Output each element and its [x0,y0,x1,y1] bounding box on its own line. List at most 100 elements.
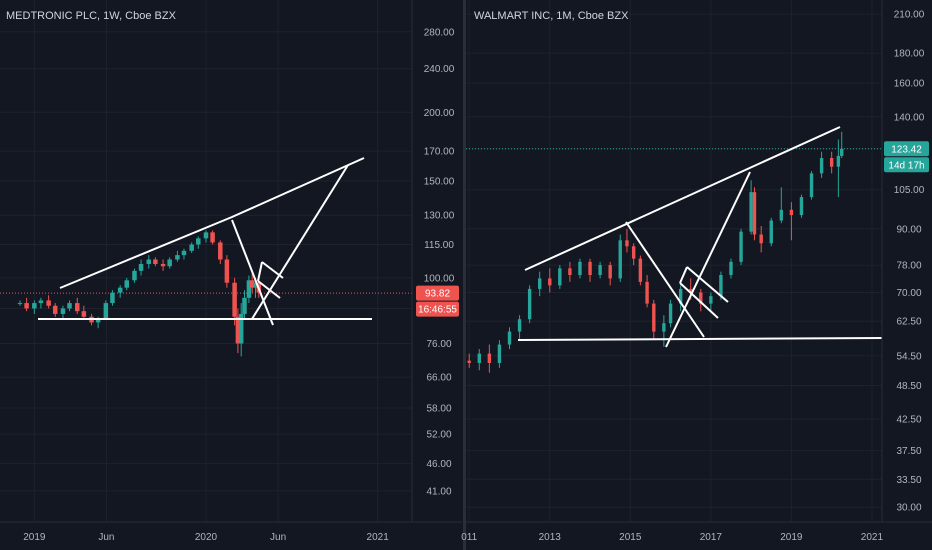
candle-body [548,278,552,286]
right-candle [638,255,643,286]
candle-body [235,316,241,344]
candle-body [60,308,66,314]
candle-body [517,319,522,332]
left-candle [167,257,172,269]
right-price-tick: 54.50 [896,351,921,362]
left-time-tick: 2019 [23,532,46,543]
candle-body [507,331,512,345]
medtronic-flag-line-3[interactable] [257,261,263,282]
medtronic-rising-wedge-upper-line[interactable] [59,157,365,289]
candle-body [568,268,572,276]
right-candle [618,234,622,282]
candle-body [224,259,230,283]
candle-body [537,278,542,289]
right-time-axis[interactable]: 011 2013 2015 2017 2019 2021 [461,521,932,543]
walmart-flag-line-2[interactable] [679,282,719,319]
candle-body [196,238,201,245]
walmart-drop-line-1[interactable] [625,221,705,338]
walmart-chart-pane[interactable]: 210.00 180.00 160.00 140.00 123.42 105.00 90.0… [461,0,932,543]
left-candle [110,290,115,306]
left-candle [146,255,152,269]
candle-body [497,344,502,363]
left-price-tick: 66.00 [426,373,451,384]
candle-body [232,282,237,317]
medtronic-bounce-line[interactable] [251,164,349,320]
medtronic-drop-line-1[interactable] [231,219,274,326]
left-candle [181,248,187,260]
candle-body [678,288,683,304]
candle-body [819,158,824,174]
candle-body [181,250,187,256]
left-price-tick: 76.00 [426,339,451,350]
left-time-axis[interactable]: 2019 Jun 2020 Jun 2021 [0,521,462,543]
candle-body [739,231,743,262]
candle-body [67,303,72,309]
right-candle [497,340,502,368]
candle-body [124,280,130,288]
left-price-tick: 240.00 [424,64,455,75]
candle-body [652,303,656,332]
candle-body [153,259,158,264]
right-candle [558,265,562,289]
right-price-tick: 48.50 [896,381,921,392]
right-price-tick: 78.00 [896,261,921,272]
left-countdown-label: 16:46:55 [418,305,457,316]
walmart-rising-wedge-upper-line[interactable] [524,126,841,271]
right-price-tick: 62.50 [896,317,921,328]
left-candle [103,300,109,320]
right-candle [840,131,844,159]
candle-body [752,192,757,235]
left-candle [81,305,87,320]
right-candle [836,139,841,198]
candle-body [246,280,252,298]
left-candle [160,259,166,271]
candle-body [46,300,51,306]
right-candle [799,194,804,218]
candle-body [625,240,629,247]
left-price-tick: 100.00 [424,273,455,284]
candle-body [189,244,194,251]
candle-body [662,323,666,332]
left-price-tick: 41.00 [426,486,451,497]
left-last-price-badge: 93.82 [416,285,459,301]
left-candle [52,303,58,317]
walmart-rally-line[interactable] [665,171,751,348]
left-candle [242,290,247,320]
medtronic-chart-pane[interactable]: 280.00 240.00 200.00 170.00 150.00 130.00 115.… [0,0,462,543]
candle-body [709,296,713,304]
walmart-flag-line-3[interactable] [679,266,688,284]
candle-body [238,313,244,344]
left-candle [138,259,144,276]
left-price-tick: 150.00 [424,177,455,188]
medtronic-flag-line-2[interactable] [257,280,281,299]
candle-body [618,240,622,279]
walmart-support-line[interactable] [517,337,885,341]
left-last-price-label: 93.82 [425,289,450,300]
right-candle [752,187,757,241]
right-candle [631,243,636,266]
left-price-axis[interactable]: 280.00 240.00 200.00 170.00 150.00 130.00 115.… [411,0,462,522]
right-price-tick: 33.50 [896,475,921,486]
walmart-flag-line-1[interactable] [686,266,729,303]
right-trendlines[interactable] [517,126,885,348]
left-candle [38,297,44,309]
left-candle [196,236,201,249]
candle-body [210,232,215,243]
left-time-tick: 2021 [367,532,390,543]
candle-body [769,220,773,244]
right-candle [517,315,522,341]
right-grid [466,0,882,522]
right-candle [819,151,824,178]
candle-body [527,288,532,320]
pane-divider[interactable] [463,0,466,550]
candle-body [809,173,814,198]
left-candle [238,303,244,357]
left-trendlines[interactable] [38,157,372,326]
left-candle [224,255,230,288]
right-candle [548,268,552,293]
medtronic-flag-line-1[interactable] [261,261,284,279]
candle-body [218,242,223,260]
right-price-axis[interactable]: 210.00 180.00 160.00 140.00 123.42 105.00 90.0… [881,0,932,522]
right-candle [759,226,763,253]
